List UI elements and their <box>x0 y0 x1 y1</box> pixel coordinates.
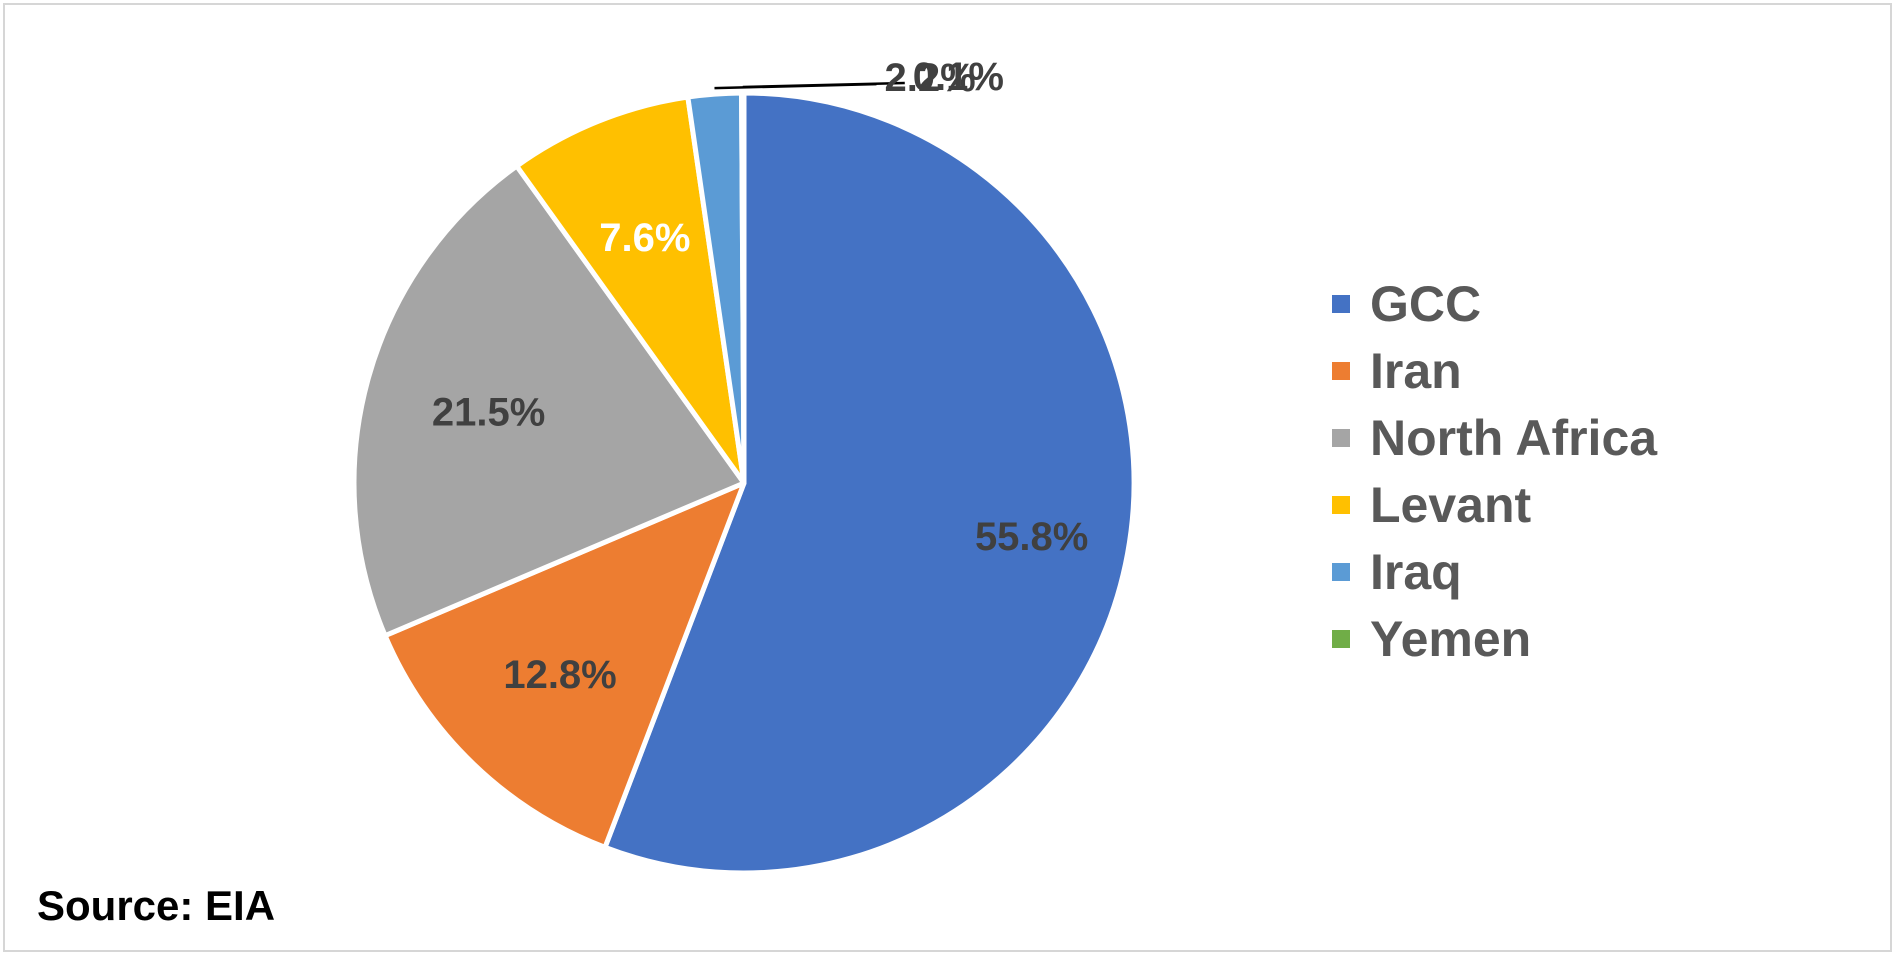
legend-item-yemen: Yemen <box>1332 605 1657 672</box>
legend: GCC Iran North Africa Levant Iraq Yemen <box>1332 270 1657 672</box>
source-note: Source: EIA <box>37 882 276 929</box>
legend-item-levant: Levant <box>1332 471 1657 538</box>
pie-slices <box>351 90 1137 876</box>
legend-label-yemen: Yemen <box>1370 610 1532 667</box>
pie-slice-north-africa <box>351 163 747 639</box>
legend-item-iran: Iran <box>1332 337 1657 404</box>
pie-slice-yemen <box>739 90 747 486</box>
legend-swatch-yemen <box>1332 629 1350 648</box>
legend-item-gcc: GCC <box>1332 270 1657 337</box>
legend-swatch-iraq <box>1332 562 1350 581</box>
pie-slice-iran <box>382 480 747 850</box>
legend-swatch-gcc <box>1332 294 1350 313</box>
legend-swatch-levant <box>1332 495 1350 514</box>
leader-lines <box>714 81 905 90</box>
legend-label-iraq: Iraq <box>1370 543 1462 600</box>
data-labels: 55.8% 12.8% 21.5% 7.6% 2.2%0.1% <box>432 55 1088 697</box>
pie-slice-gcc <box>602 90 1137 876</box>
data-label-north-africa: 21.5% <box>432 390 545 434</box>
legend-swatch-iran <box>1332 361 1350 380</box>
legend-swatch-north-africa <box>1332 428 1350 447</box>
legend-label-levant: Levant <box>1370 476 1532 533</box>
leader-line-yemen <box>742 81 905 89</box>
data-label-yemen: 0.1% <box>913 55 1004 99</box>
data-label-iran: 12.8% <box>503 653 616 697</box>
legend-label-gcc: GCC <box>1370 275 1482 332</box>
data-label-levant: 7.6% <box>599 216 690 260</box>
data-label-iraq: 2.2% <box>884 56 975 100</box>
legend-label-iran: Iran <box>1370 342 1462 399</box>
legend-item-iraq: Iraq <box>1332 538 1657 605</box>
pie-slice-levant <box>514 94 747 486</box>
legend-item-north-africa: North Africa <box>1332 404 1657 471</box>
data-label-gcc: 55.8% <box>975 515 1088 559</box>
legend-label-north-africa: North Africa <box>1370 409 1658 466</box>
